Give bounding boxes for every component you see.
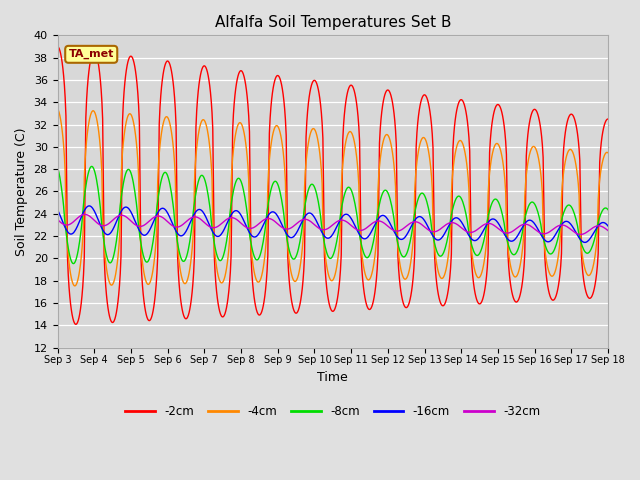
-16cm — [555, 227, 563, 232]
Line: -16cm: -16cm — [58, 206, 608, 242]
-8cm — [434, 250, 442, 256]
-16cm — [581, 240, 589, 245]
-2cm — [604, 116, 612, 122]
Legend: -2cm, -4cm, -8cm, -16cm, -32cm: -2cm, -4cm, -8cm, -16cm, -32cm — [120, 400, 545, 423]
-2cm — [199, 64, 207, 70]
-16cm — [604, 223, 612, 229]
-16cm — [325, 235, 333, 241]
-2cm — [555, 283, 563, 288]
-16cm — [433, 237, 441, 243]
-32cm — [199, 218, 207, 224]
-8cm — [556, 230, 563, 236]
X-axis label: Time: Time — [317, 371, 348, 384]
-32cm — [604, 228, 612, 233]
-16cm — [199, 209, 207, 215]
-32cm — [577, 231, 584, 237]
-32cm — [325, 225, 333, 231]
-4cm — [433, 262, 441, 268]
-4cm — [604, 150, 612, 156]
-8cm — [380, 189, 387, 195]
-32cm — [54, 216, 61, 222]
-32cm — [175, 224, 183, 229]
-4cm — [71, 283, 79, 289]
-8cm — [70, 261, 77, 266]
-32cm — [555, 223, 563, 228]
-16cm — [85, 203, 93, 209]
-2cm — [325, 300, 333, 306]
-8cm — [176, 252, 184, 257]
-32cm — [379, 219, 387, 225]
-32cm — [81, 212, 89, 217]
-4cm — [325, 274, 333, 279]
-8cm — [88, 164, 96, 169]
-4cm — [54, 106, 61, 111]
-2cm — [379, 103, 387, 109]
-16cm — [175, 232, 183, 238]
-16cm — [379, 213, 387, 218]
-8cm — [604, 207, 612, 213]
-4cm — [175, 259, 183, 265]
Text: TA_met: TA_met — [68, 49, 114, 60]
-8cm — [54, 164, 61, 170]
-8cm — [326, 255, 333, 261]
-2cm — [433, 282, 441, 288]
-2cm — [54, 44, 61, 49]
-2cm — [175, 281, 183, 287]
Line: -4cm: -4cm — [58, 108, 608, 286]
-2cm — [72, 322, 80, 327]
Line: -32cm: -32cm — [58, 215, 608, 234]
-4cm — [555, 252, 563, 258]
-16cm — [54, 207, 61, 213]
-32cm — [433, 228, 441, 234]
Y-axis label: Soil Temperature (C): Soil Temperature (C) — [15, 127, 28, 256]
Title: Alfalfa Soil Temperatures Set B: Alfalfa Soil Temperatures Set B — [214, 15, 451, 30]
Line: -2cm: -2cm — [58, 47, 608, 324]
-8cm — [200, 174, 207, 180]
-4cm — [379, 142, 387, 147]
Line: -8cm: -8cm — [58, 167, 608, 264]
-4cm — [199, 117, 207, 122]
